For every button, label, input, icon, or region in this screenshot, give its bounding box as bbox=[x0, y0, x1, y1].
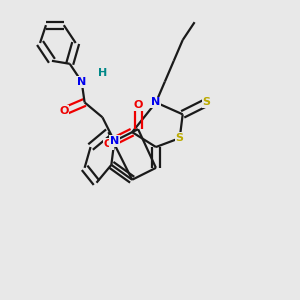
Text: O: O bbox=[104, 139, 113, 149]
Text: N: N bbox=[110, 136, 119, 146]
Text: H: H bbox=[98, 68, 107, 78]
Text: O: O bbox=[134, 100, 143, 110]
Text: N: N bbox=[151, 98, 160, 107]
Text: O: O bbox=[59, 106, 68, 116]
Text: S: S bbox=[176, 133, 184, 143]
Text: S: S bbox=[202, 98, 211, 107]
Text: N: N bbox=[77, 76, 86, 87]
